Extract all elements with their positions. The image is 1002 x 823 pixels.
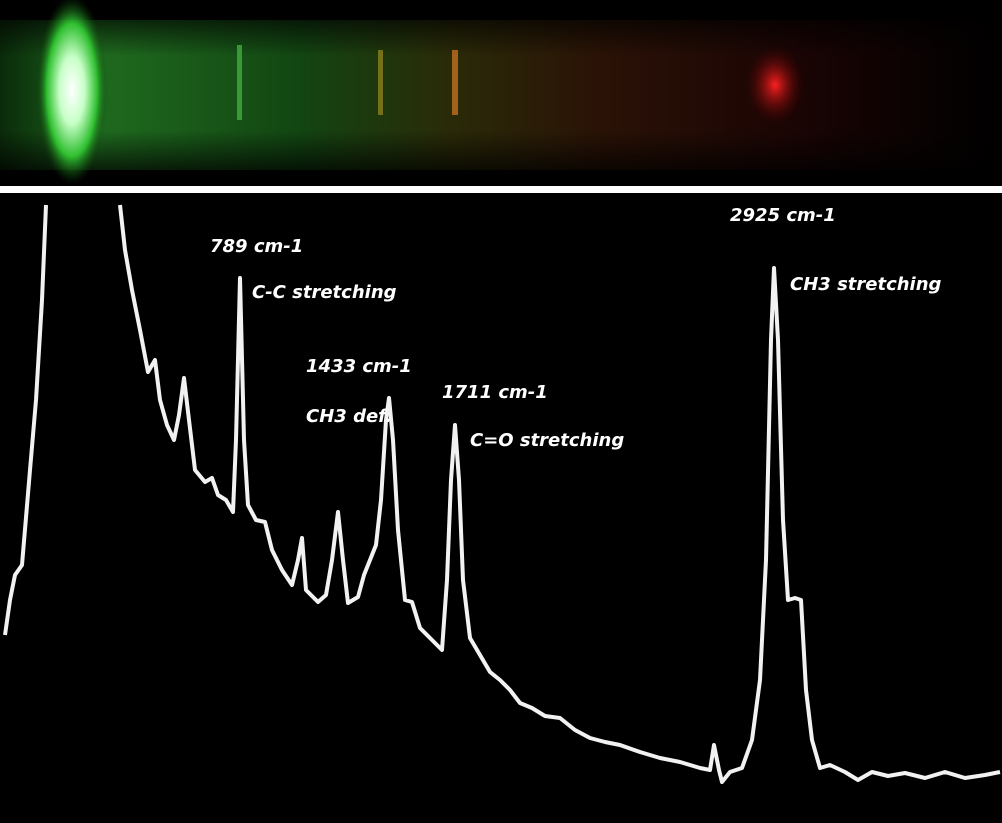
peak-assignment: C=O stretching (470, 430, 624, 451)
annotations: 789 cm-1 C-C stretching 1433 cm-1 CH3 de… (210, 205, 942, 451)
peak-assignment: CH3 stretching (790, 274, 942, 295)
raman-spectrum (3, 204, 1001, 784)
peak-position: 1711 cm-1 (442, 382, 548, 403)
peak-assignment: CH3 def. (306, 406, 392, 427)
peak-position: 1433 cm-1 (306, 356, 412, 377)
spectrum-photo (0, 0, 1002, 193)
peak-position: 2925 cm-1 (730, 205, 836, 226)
peak-position: 789 cm-1 (210, 236, 303, 257)
peak-assignment: C-C stretching (252, 282, 397, 303)
